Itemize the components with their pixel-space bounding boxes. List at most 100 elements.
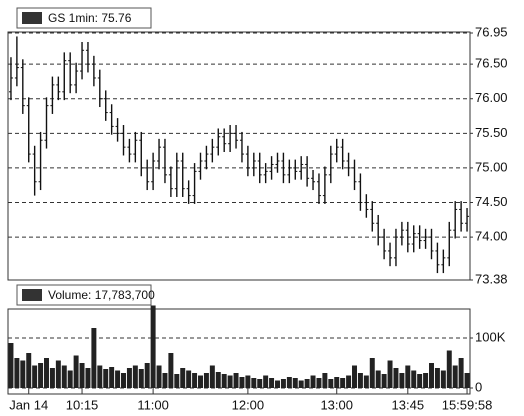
volume-bar	[251, 378, 257, 388]
volume-bar	[55, 360, 61, 388]
panel-frame	[7, 308, 471, 395]
y-tick-label: 74.50	[475, 194, 508, 209]
volume-bar	[180, 368, 186, 388]
volume-bar	[340, 378, 346, 388]
volume-bar	[245, 375, 251, 388]
volume-bar	[162, 373, 168, 388]
volume-bar	[61, 365, 67, 388]
volume-bar	[32, 365, 38, 388]
volume-bar	[79, 363, 85, 388]
volume-bar	[233, 373, 239, 388]
x-tick-label: 13:00	[320, 397, 353, 412]
volume-bar	[73, 355, 79, 388]
volume-bar	[144, 363, 150, 388]
volume-bar	[316, 378, 322, 388]
volume-bar	[275, 380, 280, 388]
volume-bar	[464, 373, 470, 388]
volume-bar	[103, 369, 109, 388]
legend-box	[16, 284, 152, 306]
legend-box	[16, 7, 152, 29]
volume-bar	[239, 377, 245, 388]
x-tick-label: 12:00	[232, 397, 265, 412]
y-tick-label: 75.50	[475, 125, 508, 140]
volume-bar	[121, 373, 126, 388]
volume-bar	[91, 328, 97, 388]
volume-bar	[334, 377, 340, 388]
y-tick-label: 76.50	[475, 56, 508, 71]
volume-bar	[363, 375, 369, 388]
volume-bar	[417, 374, 423, 388]
x-tick-label: 10:15	[66, 397, 99, 412]
x-tick-label: 13:45	[392, 397, 425, 412]
volume-bar	[304, 379, 310, 388]
volume-bar	[14, 358, 20, 388]
volume-bar	[381, 374, 387, 388]
volume-bar	[357, 373, 363, 388]
volume-bar	[393, 368, 399, 388]
volume-bar	[227, 375, 233, 388]
legend-text: GS 1min: 75.76	[48, 11, 132, 25]
y-tick-label: 76.00	[475, 90, 508, 105]
volume-bar	[458, 358, 464, 388]
y-tick-label: 73.38	[475, 271, 508, 286]
volume-bar	[263, 375, 269, 388]
x-tick-label: 15:59:58	[442, 397, 493, 412]
volume-bar	[328, 379, 334, 388]
volume-bar	[44, 358, 49, 388]
volume-bar	[369, 358, 375, 388]
volume-bar	[109, 367, 115, 388]
volume-bar	[423, 373, 429, 388]
volume-bar	[387, 360, 393, 388]
volume-bar	[209, 365, 215, 388]
volume-bar	[20, 360, 26, 388]
volume-bar	[126, 368, 132, 388]
volume-bar	[269, 378, 275, 388]
volume-bar	[8, 343, 14, 388]
volume-bar	[399, 373, 405, 388]
volume-bar	[192, 373, 198, 388]
volume-bar	[452, 365, 458, 388]
volume-bar	[375, 370, 381, 388]
volume-bar	[446, 350, 452, 388]
volume-bar	[434, 368, 440, 388]
volume-bar	[67, 370, 73, 388]
volume-bar	[221, 374, 227, 388]
volume-bar	[352, 365, 357, 388]
volume-bar	[26, 353, 32, 388]
volume-bar	[429, 363, 434, 388]
y-tick-label: 0	[475, 379, 482, 394]
volume-bar	[49, 368, 55, 388]
y-tick-label: 75.00	[475, 159, 508, 174]
y-tick-label: 100K	[475, 329, 506, 344]
x-tick-label: 11:00	[137, 397, 169, 412]
volume-bar	[150, 305, 156, 388]
volume-bar	[156, 365, 162, 388]
volume-bar	[174, 374, 180, 388]
volume-bar	[215, 372, 221, 388]
volume-bar	[405, 365, 411, 388]
y-tick-label: 74.00	[475, 229, 508, 244]
volume-bar	[411, 370, 417, 388]
volume-bar	[115, 370, 121, 388]
volume-bar	[280, 379, 286, 388]
volume-bar	[257, 379, 263, 388]
volume-bar	[292, 378, 298, 388]
volume-bar	[132, 365, 138, 388]
volume-bar	[203, 373, 209, 388]
volume-bar	[440, 370, 446, 388]
legend-icon	[22, 12, 42, 24]
volume-bar	[138, 369, 144, 388]
x-tick-label: Jan 14	[9, 397, 48, 412]
volume-bar	[286, 377, 292, 388]
volume-bar	[186, 370, 192, 388]
volume-bar	[85, 368, 91, 388]
volume-bar	[322, 373, 328, 388]
volume-bar	[346, 375, 352, 388]
panel-frame	[7, 31, 471, 281]
y-tick-label: 76.95	[475, 24, 508, 39]
volume-bar	[38, 363, 44, 388]
volume-bar	[198, 375, 203, 388]
legend-icon	[22, 289, 42, 301]
